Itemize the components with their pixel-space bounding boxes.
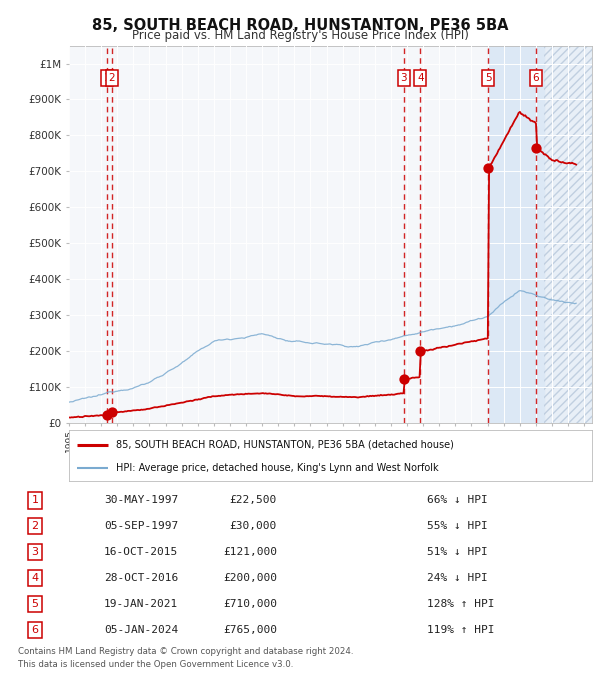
Text: 19-JAN-2021: 19-JAN-2021 bbox=[104, 599, 178, 609]
Text: 85, SOUTH BEACH ROAD, HUNSTANTON, PE36 5BA (detached house): 85, SOUTH BEACH ROAD, HUNSTANTON, PE36 5… bbox=[116, 439, 454, 449]
Text: 66% ↓ HPI: 66% ↓ HPI bbox=[427, 496, 487, 505]
Text: 16-OCT-2015: 16-OCT-2015 bbox=[104, 547, 178, 557]
Text: Price paid vs. HM Land Registry's House Price Index (HPI): Price paid vs. HM Land Registry's House … bbox=[131, 29, 469, 42]
Text: 5: 5 bbox=[485, 73, 491, 83]
Point bbox=[103, 409, 112, 420]
Text: 4: 4 bbox=[31, 573, 38, 583]
Text: 3: 3 bbox=[32, 547, 38, 557]
Text: 55% ↓ HPI: 55% ↓ HPI bbox=[427, 522, 487, 531]
Text: 30-MAY-1997: 30-MAY-1997 bbox=[104, 496, 178, 505]
Text: 2: 2 bbox=[109, 73, 115, 83]
Text: £765,000: £765,000 bbox=[223, 625, 277, 634]
Bar bbox=[544, 46, 592, 423]
Text: £200,000: £200,000 bbox=[223, 573, 277, 583]
Text: 128% ↑ HPI: 128% ↑ HPI bbox=[427, 599, 494, 609]
Text: £121,000: £121,000 bbox=[223, 547, 277, 557]
Point bbox=[415, 345, 425, 356]
Text: 1: 1 bbox=[32, 496, 38, 505]
Point bbox=[531, 143, 541, 154]
Point bbox=[399, 374, 409, 385]
Point bbox=[484, 163, 493, 173]
Text: 05-JAN-2024: 05-JAN-2024 bbox=[104, 625, 178, 634]
Text: 28-OCT-2016: 28-OCT-2016 bbox=[104, 573, 178, 583]
Text: 6: 6 bbox=[32, 625, 38, 634]
Bar bbox=[544, 46, 592, 423]
Text: 5: 5 bbox=[32, 599, 38, 609]
Text: 2: 2 bbox=[31, 522, 38, 531]
Text: 6: 6 bbox=[533, 73, 539, 83]
Text: 3: 3 bbox=[400, 73, 407, 83]
Text: 85, SOUTH BEACH ROAD, HUNSTANTON, PE36 5BA: 85, SOUTH BEACH ROAD, HUNSTANTON, PE36 5… bbox=[92, 18, 508, 33]
Text: 1: 1 bbox=[104, 73, 110, 83]
Text: 24% ↓ HPI: 24% ↓ HPI bbox=[427, 573, 487, 583]
Point bbox=[107, 407, 117, 418]
Bar bbox=[488, 46, 544, 423]
Text: 119% ↑ HPI: 119% ↑ HPI bbox=[427, 625, 494, 634]
Text: This data is licensed under the Open Government Licence v3.0.: This data is licensed under the Open Gov… bbox=[18, 660, 293, 668]
Text: Contains HM Land Registry data © Crown copyright and database right 2024.: Contains HM Land Registry data © Crown c… bbox=[18, 647, 353, 656]
Text: £710,000: £710,000 bbox=[223, 599, 277, 609]
Text: £22,500: £22,500 bbox=[230, 496, 277, 505]
Text: HPI: Average price, detached house, King's Lynn and West Norfolk: HPI: Average price, detached house, King… bbox=[116, 463, 439, 473]
Text: £30,000: £30,000 bbox=[230, 522, 277, 531]
Text: 4: 4 bbox=[417, 73, 424, 83]
Text: 05-SEP-1997: 05-SEP-1997 bbox=[104, 522, 178, 531]
Text: 51% ↓ HPI: 51% ↓ HPI bbox=[427, 547, 487, 557]
